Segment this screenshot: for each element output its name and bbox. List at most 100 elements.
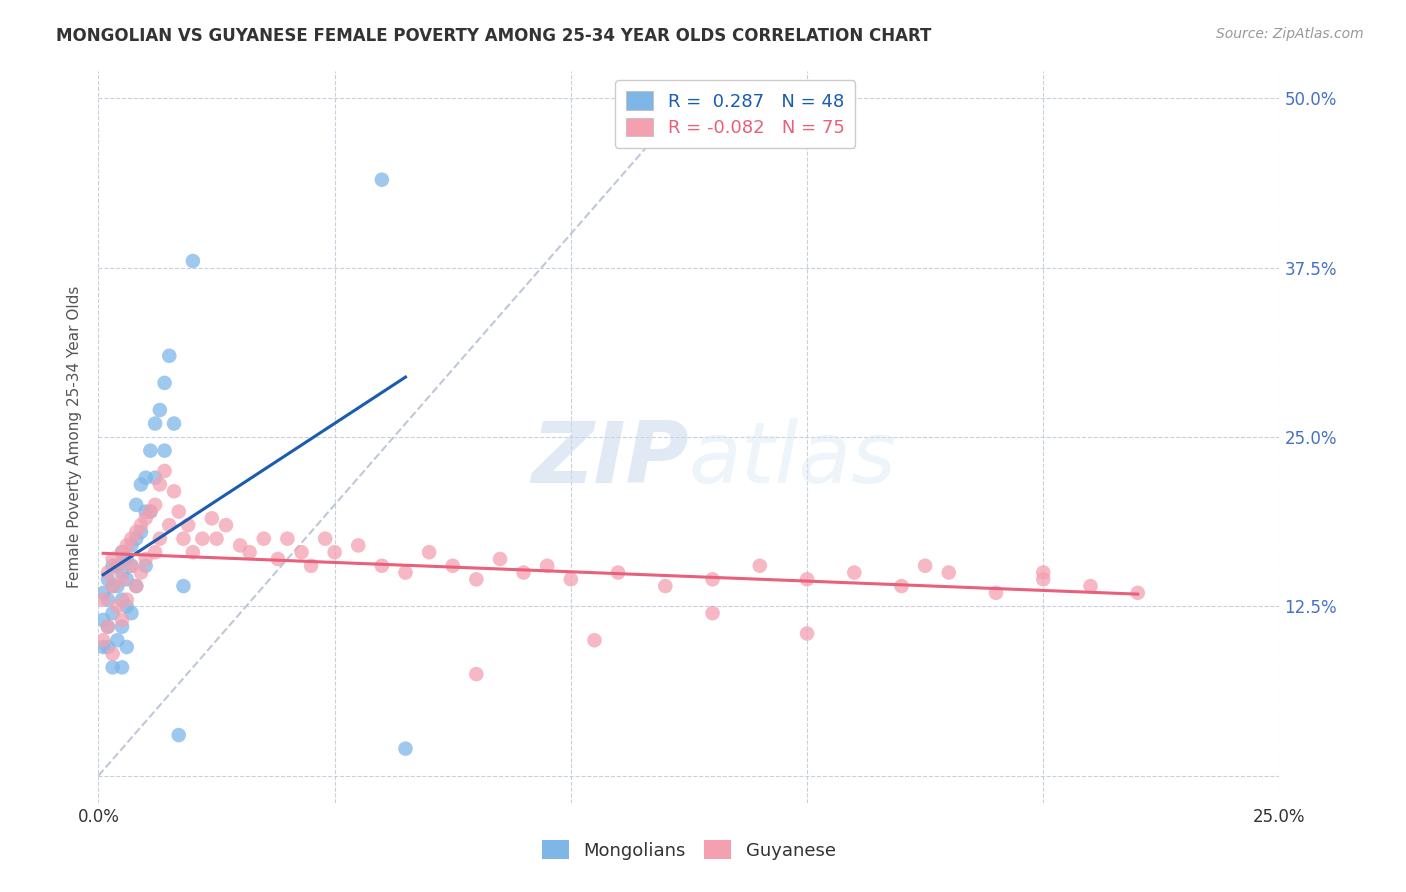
Point xyxy=(1080,579,1102,593)
Point xyxy=(97,620,120,634)
Point xyxy=(121,606,143,620)
Point xyxy=(465,572,488,586)
Point xyxy=(139,505,162,519)
Point xyxy=(139,505,162,519)
Point xyxy=(1032,566,1054,580)
Point xyxy=(135,558,157,573)
Point xyxy=(91,640,114,654)
Text: atlas: atlas xyxy=(689,417,897,500)
Point xyxy=(139,443,162,458)
Point xyxy=(121,558,143,573)
Point xyxy=(105,558,128,573)
Point xyxy=(105,633,128,648)
Point xyxy=(143,417,166,431)
Point xyxy=(167,505,190,519)
Point xyxy=(111,613,134,627)
Point xyxy=(121,532,143,546)
Point xyxy=(1126,586,1149,600)
Point xyxy=(97,572,120,586)
Point xyxy=(157,349,180,363)
Point xyxy=(181,545,204,559)
Point xyxy=(914,558,936,573)
Point xyxy=(371,172,394,186)
Point xyxy=(101,558,124,573)
Point xyxy=(153,464,176,478)
Legend: Mongolians, Guyanese: Mongolians, Guyanese xyxy=(534,833,844,867)
Point xyxy=(299,558,322,573)
Point xyxy=(201,511,224,525)
Point xyxy=(1032,572,1054,586)
Point xyxy=(267,552,290,566)
Point xyxy=(111,545,134,559)
Point xyxy=(101,660,124,674)
Point xyxy=(347,538,370,552)
Point xyxy=(796,626,818,640)
Point xyxy=(91,586,114,600)
Point xyxy=(111,572,134,586)
Point xyxy=(607,566,630,580)
Point xyxy=(111,660,134,674)
Point xyxy=(143,498,166,512)
Point xyxy=(844,566,866,580)
Point xyxy=(172,532,194,546)
Point xyxy=(748,558,770,573)
Point xyxy=(177,518,200,533)
Point xyxy=(143,545,166,559)
Point xyxy=(984,586,1007,600)
Point xyxy=(115,592,138,607)
Point xyxy=(115,640,138,654)
Point xyxy=(115,538,138,552)
Point xyxy=(125,498,148,512)
Point xyxy=(314,532,336,546)
Point xyxy=(536,558,558,573)
Point xyxy=(91,613,114,627)
Point xyxy=(163,417,186,431)
Point xyxy=(583,633,606,648)
Point xyxy=(489,552,512,566)
Point xyxy=(172,579,194,593)
Text: Source: ZipAtlas.com: Source: ZipAtlas.com xyxy=(1216,27,1364,41)
Point xyxy=(290,545,312,559)
Point xyxy=(125,532,148,546)
Point xyxy=(125,579,148,593)
Point xyxy=(153,376,176,390)
Point xyxy=(418,545,440,559)
Point xyxy=(143,471,166,485)
Point xyxy=(702,572,724,586)
Point xyxy=(149,477,172,491)
Point xyxy=(91,592,114,607)
Point xyxy=(135,552,157,566)
Point xyxy=(97,592,120,607)
Point xyxy=(205,532,228,546)
Point xyxy=(276,532,298,546)
Point xyxy=(441,558,464,573)
Point xyxy=(101,552,124,566)
Point xyxy=(97,640,120,654)
Point xyxy=(465,667,488,681)
Point xyxy=(394,566,416,580)
Point xyxy=(239,545,262,559)
Point xyxy=(111,566,134,580)
Point xyxy=(796,572,818,586)
Point xyxy=(97,566,120,580)
Point xyxy=(229,538,252,552)
Point xyxy=(394,741,416,756)
Point xyxy=(91,633,114,648)
Point xyxy=(115,552,138,566)
Point xyxy=(215,518,238,533)
Point xyxy=(105,599,128,614)
Point xyxy=(163,484,186,499)
Point xyxy=(125,524,148,539)
Point xyxy=(181,254,204,268)
Point xyxy=(101,579,124,593)
Point xyxy=(654,579,676,593)
Point xyxy=(938,566,960,580)
Point xyxy=(101,606,124,620)
Point xyxy=(129,477,152,491)
Text: ZIP: ZIP xyxy=(531,417,689,500)
Point xyxy=(121,558,143,573)
Text: MONGOLIAN VS GUYANESE FEMALE POVERTY AMONG 25-34 YEAR OLDS CORRELATION CHART: MONGOLIAN VS GUYANESE FEMALE POVERTY AMO… xyxy=(56,27,932,45)
Y-axis label: Female Poverty Among 25-34 Year Olds: Female Poverty Among 25-34 Year Olds xyxy=(67,286,83,588)
Point xyxy=(101,647,124,661)
Point xyxy=(135,511,157,525)
